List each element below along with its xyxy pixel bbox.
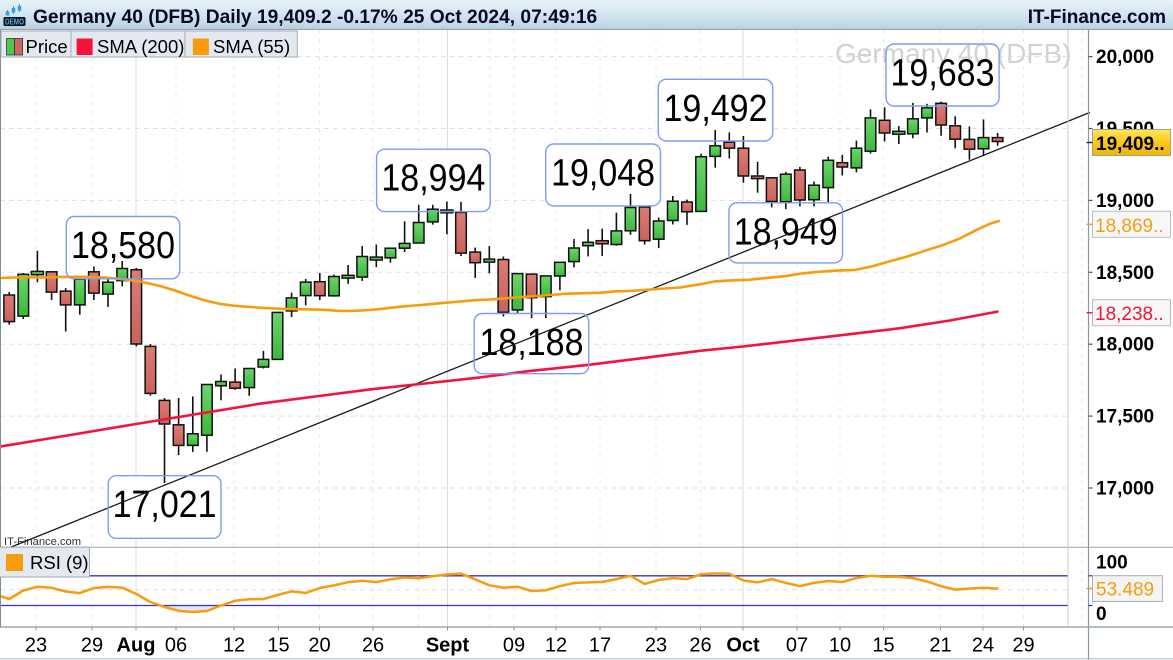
svg-text:29: 29 [1012, 635, 1034, 657]
svg-text:Germany 40 (DFB): Germany 40 (DFB) [835, 38, 1072, 69]
svg-text:15: 15 [872, 635, 894, 657]
svg-text:IT-Finance.com: IT-Finance.com [4, 536, 81, 548]
svg-text:100: 100 [1096, 552, 1128, 573]
svg-text:19,000: 19,000 [1096, 191, 1154, 212]
svg-text:18,000: 18,000 [1096, 335, 1154, 356]
svg-text:20: 20 [308, 635, 330, 657]
svg-text:RSI (9): RSI (9) [30, 552, 89, 573]
svg-text:19,409..: 19,409.. [1096, 134, 1165, 155]
svg-text:Germany 40 (DFB) Daily 19,409.: Germany 40 (DFB) Daily 19,409.2 -0.17% 2… [33, 7, 597, 28]
svg-text:18,500: 18,500 [1096, 263, 1154, 284]
svg-text:07: 07 [786, 635, 808, 657]
svg-text:18,188: 18,188 [480, 322, 584, 364]
svg-text:19,492: 19,492 [664, 88, 768, 130]
svg-text:18,994: 18,994 [381, 158, 485, 200]
svg-text:21: 21 [929, 635, 951, 657]
svg-text:18,580: 18,580 [71, 225, 175, 267]
svg-text:0: 0 [1096, 604, 1107, 625]
svg-text:Aug: Aug [117, 635, 156, 657]
svg-text:18,238..: 18,238.. [1095, 304, 1164, 325]
svg-text:23: 23 [25, 635, 47, 657]
svg-text:18,869..: 18,869.. [1095, 216, 1164, 237]
svg-text:Price: Price [26, 36, 68, 57]
svg-text:15: 15 [267, 635, 289, 657]
svg-text:24: 24 [972, 635, 994, 657]
svg-text:12: 12 [545, 635, 567, 657]
svg-text:26: 26 [689, 635, 711, 657]
svg-text:26: 26 [362, 635, 384, 657]
svg-text:Oct: Oct [726, 635, 760, 657]
svg-text:SMA (55): SMA (55) [213, 36, 290, 57]
svg-text:23: 23 [645, 635, 667, 657]
svg-text:53.489: 53.489 [1096, 579, 1154, 600]
svg-text:09: 09 [503, 635, 525, 657]
svg-text:17,500: 17,500 [1096, 407, 1154, 428]
svg-text:19,683: 19,683 [891, 53, 995, 95]
svg-text:20,000: 20,000 [1096, 47, 1154, 68]
svg-text:12: 12 [223, 635, 245, 657]
svg-text:19,048: 19,048 [551, 153, 655, 195]
svg-text:18,949: 18,949 [734, 211, 838, 253]
svg-text:17: 17 [589, 635, 611, 657]
svg-text:29: 29 [81, 635, 103, 657]
svg-text:10: 10 [829, 635, 851, 657]
svg-text:17,021: 17,021 [113, 484, 217, 526]
svg-text:IT-Finance.com: IT-Finance.com [1028, 7, 1166, 28]
svg-text:06: 06 [165, 635, 187, 657]
svg-text:SMA (200): SMA (200) [97, 36, 184, 57]
svg-text:17,000: 17,000 [1096, 479, 1154, 500]
svg-text:DEMO: DEMO [5, 18, 24, 27]
svg-text:Sept: Sept [426, 635, 470, 657]
